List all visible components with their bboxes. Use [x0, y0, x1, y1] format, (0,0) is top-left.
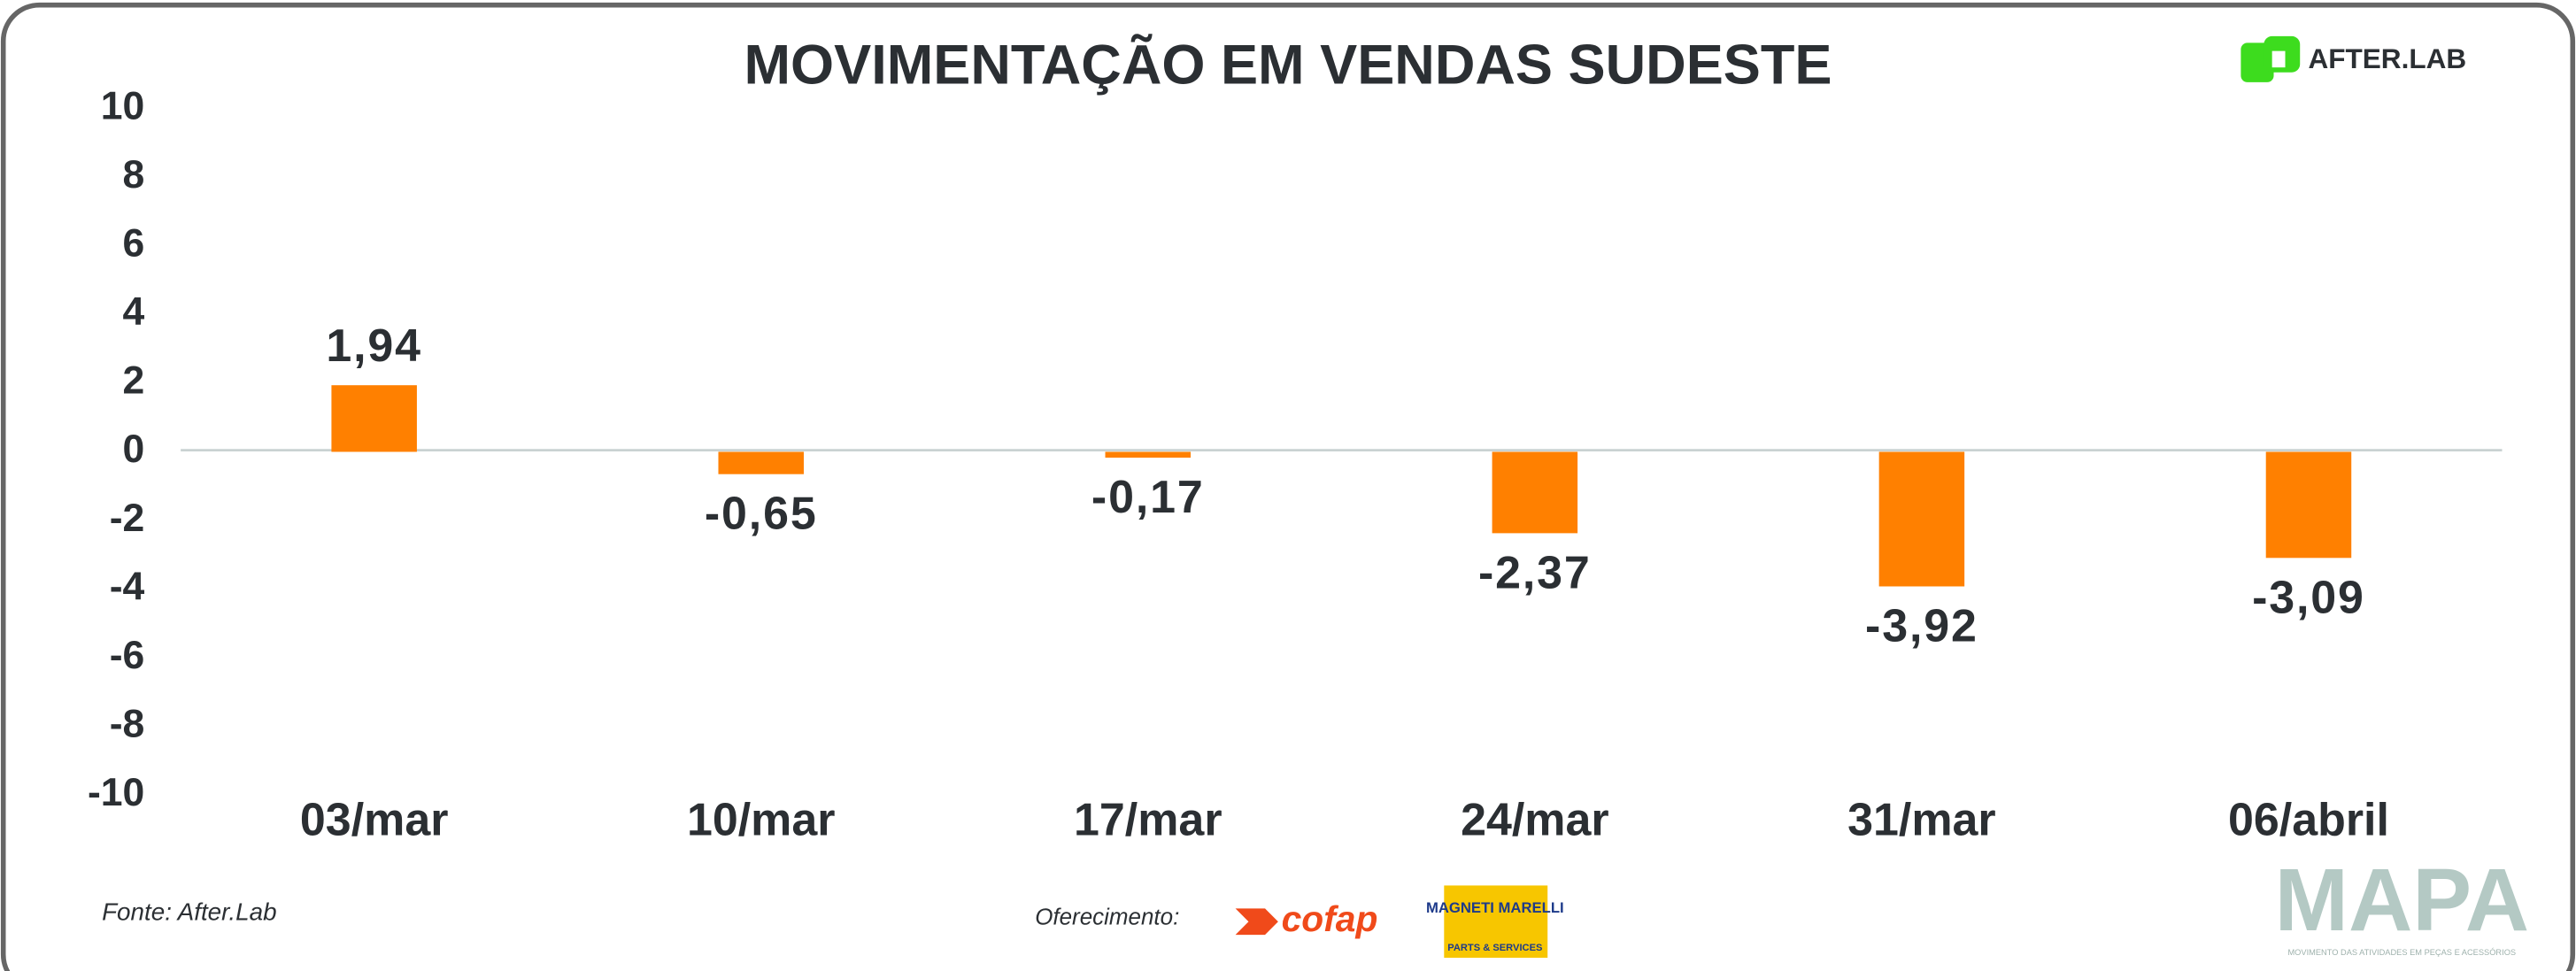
- y-tick-label: -4: [110, 565, 145, 608]
- value-label: -2,37: [1478, 547, 1592, 598]
- bar: [1105, 451, 1192, 459]
- y-tick-label: 8: [123, 153, 145, 197]
- value-label: -3,92: [1865, 600, 1978, 651]
- x-tick-label: 03/mar: [300, 795, 449, 846]
- value-label: -0,65: [705, 489, 818, 540]
- y-tick-label: 10: [101, 84, 145, 127]
- y-tick-label: -10: [88, 771, 144, 814]
- value-label: -3,09: [2252, 572, 2365, 623]
- value-label: 1,94: [326, 320, 422, 372]
- y-tick-label: 6: [123, 221, 145, 265]
- afterlab-logo: AFTER.LAB: [2241, 35, 2466, 82]
- x-tick-label: 31/mar: [1847, 795, 1996, 846]
- mapa-logo: MAPA: [2274, 851, 2529, 950]
- bar: [1878, 451, 1965, 587]
- y-tick-label: -8: [110, 703, 145, 746]
- afterlab-text: AFTER.LAB: [2308, 42, 2466, 74]
- magneti-logo: MAGNETI MARELLI PARTS & SERVICES: [1426, 885, 1564, 959]
- bar: [331, 385, 417, 452]
- x-tick-label: 17/mar: [1074, 795, 1222, 846]
- y-tick-label: -2: [110, 497, 145, 540]
- magneti-text: MAGNETI MARELLI: [1426, 899, 1564, 916]
- bar: [718, 451, 804, 474]
- y-tick-label: 4: [123, 290, 145, 334]
- bar: [2265, 451, 2352, 559]
- mapa-tagline: MOVIMENTO DAS ATIVIDADES EM PEÇAS E ACES…: [2287, 948, 2516, 957]
- value-label: -0,17: [1091, 472, 1205, 523]
- sponsor-label: Oferecimento:: [1035, 903, 1179, 929]
- chart-title: MOVIMENTAÇÃO EM VENDAS SUDESTE: [744, 34, 1832, 96]
- x-tick-label: 06/abril: [2228, 795, 2389, 846]
- y-tick-label: 2: [123, 359, 145, 403]
- magneti-sub: PARTS & SERVICES: [1447, 943, 1542, 953]
- x-tick-label: 10/mar: [687, 795, 836, 846]
- cofap-logo: cofap: [1235, 898, 1378, 939]
- cofap-text: cofap: [1282, 898, 1378, 939]
- x-tick-label: 24/mar: [1461, 795, 1609, 846]
- source: Fonte: After.Lab: [102, 898, 277, 925]
- bar: [1492, 451, 1578, 534]
- y-tick-label: 0: [123, 428, 145, 471]
- y-tick-label: -6: [110, 634, 145, 677]
